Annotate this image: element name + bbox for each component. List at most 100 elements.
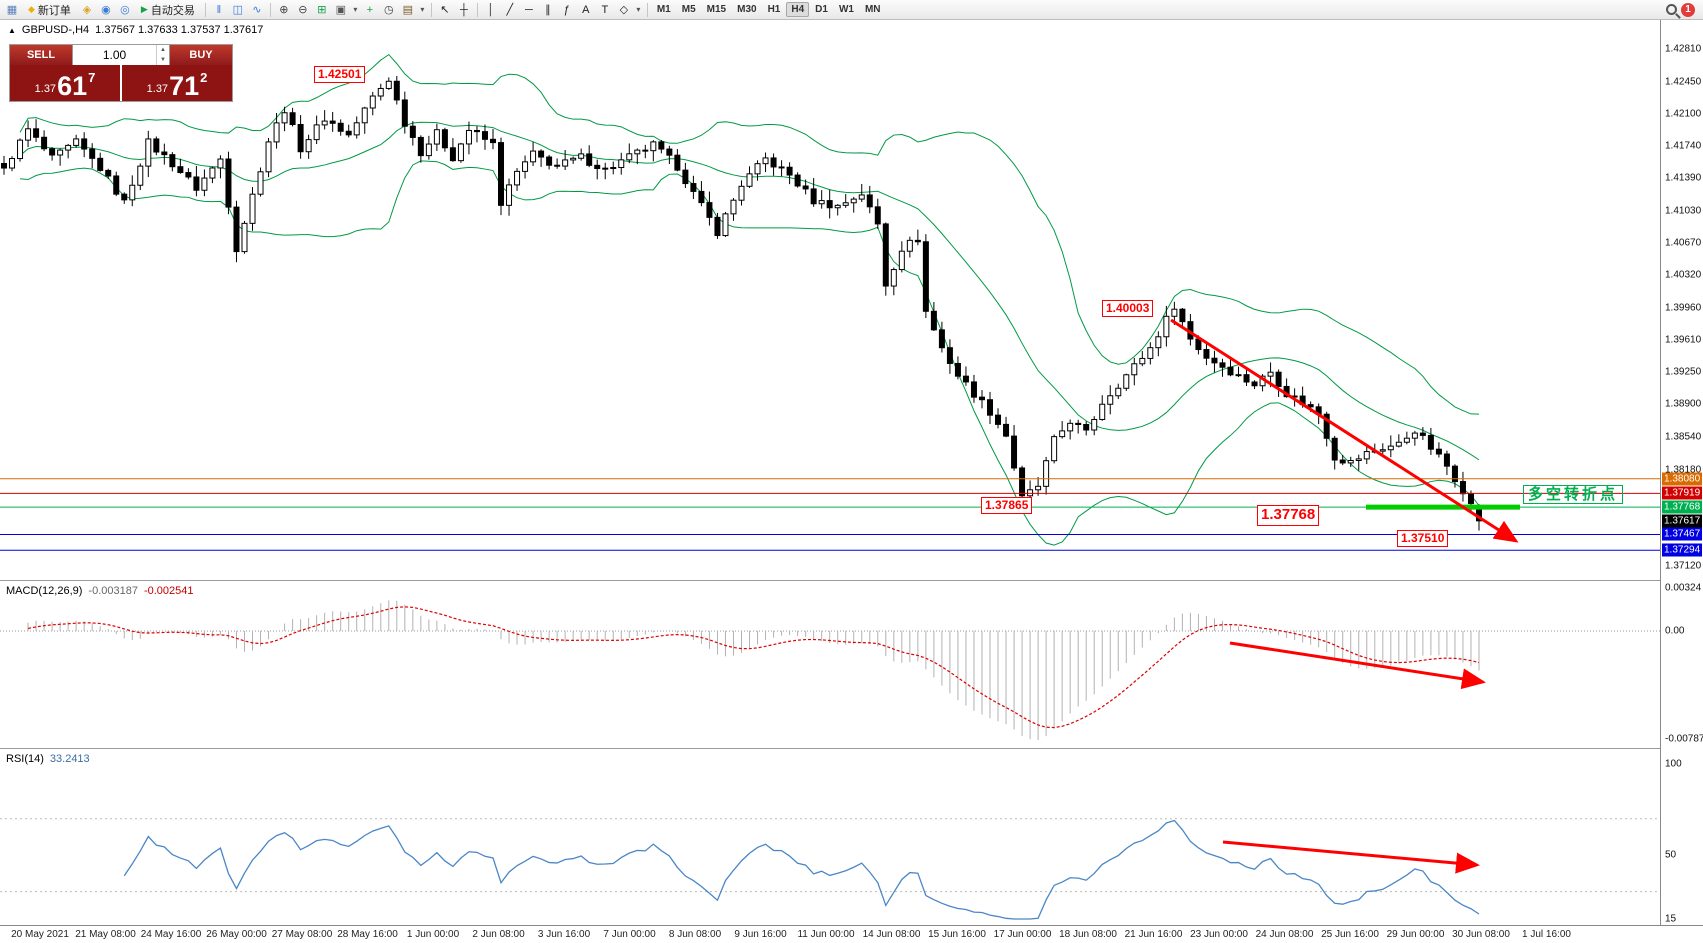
volume-up-button[interactable]: ▲ — [160, 47, 166, 53]
text-icon[interactable]: A — [582, 3, 590, 16]
time-label: 11 Jun 00:00 — [797, 929, 855, 940]
volume-input[interactable] — [73, 45, 156, 65]
trend-arrow[interactable] — [1229, 641, 1486, 690]
price-scale[interactable]: 1.42810 1.42450 1.42100 1.41740 1.41390 1.410… — [1660, 20, 1703, 925]
macd-value-main: -0.003187 — [88, 585, 138, 597]
timeframe-button-h4[interactable]: H4 — [786, 2, 810, 17]
periods-icon[interactable]: ◷ — [384, 4, 394, 16]
one-click-prices-row: 1.37 61 7 1.37 71 2 — [10, 65, 232, 101]
buy-price-prefix: 1.37 — [146, 83, 169, 95]
price-tick: 1.38540 — [1665, 431, 1702, 443]
time-label: 9 Jun 16:00 — [734, 929, 787, 940]
timeframe-button-m5[interactable]: M5 — [681, 4, 696, 15]
timeframe-button-w1[interactable]: W1 — [838, 4, 854, 15]
time-label: 3 Jun 16:00 — [537, 929, 591, 940]
dropdown-caret-icon[interactable]: ▾ — [353, 5, 358, 14]
chart-symbol-period: GBPUSD-,H4 — [21, 24, 90, 36]
zoom-out-icon[interactable]: ⊖ — [298, 4, 308, 16]
price-tick: 1.39250 — [1665, 366, 1702, 378]
sell-button[interactable]: SELL — [10, 45, 72, 65]
macd-scale-tick: -0.007879 — [1665, 733, 1703, 745]
price-tick: 1.41030 — [1665, 205, 1702, 217]
time-label: 27 May 08:00 — [271, 929, 333, 940]
cascade-windows-icon[interactable]: ▣ — [335, 4, 347, 16]
buy-button[interactable]: BUY — [170, 45, 232, 65]
channel-icon[interactable]: ∥ — [545, 4, 551, 16]
macd-value-signal: -0.002541 — [143, 585, 194, 597]
dropdown-caret-icon[interactable]: ▾ — [420, 5, 425, 14]
autotrading-button-label: 自动交易 — [150, 4, 195, 17]
navigator-icon[interactable]: ◎ — [120, 4, 130, 16]
rsi-scale-tick: 100 — [1665, 758, 1682, 770]
new-order-button[interactable]: ◆ 新订单 — [22, 2, 77, 18]
fibonacci-icon[interactable]: ƒ — [563, 3, 570, 16]
price-tick: 1.37120 — [1665, 560, 1702, 572]
turning-point-note[interactable]: 多空转折点 — [1523, 485, 1624, 504]
price-annotation[interactable]: 1.37510 — [1397, 530, 1449, 547]
metaeditor-icon[interactable]: ◈ — [82, 4, 92, 16]
shapes-icon[interactable]: ◇ — [619, 4, 629, 16]
trend-arrow[interactable] — [1170, 318, 1519, 543]
crosshair-icon[interactable]: ┼ — [459, 3, 468, 16]
chart-annotations — [1170, 318, 1519, 874]
time-label: 1 Jul 16:00 — [1522, 929, 1571, 940]
timeframe-button-m1[interactable]: M1 — [656, 4, 671, 15]
rsi-value: 33.2413 — [49, 753, 90, 765]
market-watch-icon[interactable]: ◉ — [101, 4, 111, 16]
macd-label: MACD(12,26,9) -0.003187 -0.002541 — [6, 585, 194, 597]
time-label: 21 May 08:00 — [75, 929, 136, 940]
chart-window-icon[interactable]: ▦ — [6, 4, 18, 16]
time-label: 7 Jun 00:00 — [603, 929, 656, 940]
price-annotation[interactable]: 1.37865 — [981, 497, 1033, 514]
label-icon[interactable]: T — [601, 3, 609, 16]
candles-icon[interactable]: ◫ — [232, 4, 244, 16]
tile-windows-icon[interactable]: ⊞ — [317, 4, 327, 16]
time-label: 14 Jun 08:00 — [862, 929, 921, 940]
timeframe-button-mn[interactable]: MN — [864, 4, 881, 15]
sell-price-sup: 7 — [88, 70, 96, 85]
time-label: 24 May 16:00 — [140, 929, 202, 940]
search-glass — [1665, 4, 1677, 15]
toolbar-separator — [269, 2, 271, 17]
support-bar[interactable] — [1366, 504, 1520, 510]
rsi-label: RSI(14) 33.2413 — [6, 753, 90, 765]
price-annotation[interactable]: 1.40003 — [1102, 300, 1154, 317]
horizontal-line-icon[interactable]: ─ — [524, 3, 533, 16]
templates-icon[interactable]: ▤ — [402, 4, 414, 16]
price-tick: 1.42450 — [1665, 76, 1702, 88]
dropdown-caret-icon[interactable]: ▾ — [636, 5, 641, 14]
rsi-pane — [0, 818, 1660, 920]
zoom-in-icon[interactable]: ⊕ — [279, 4, 289, 16]
vertical-line-icon[interactable]: │ — [487, 3, 495, 16]
price-tag-1.37768: 1.37768 — [1662, 500, 1702, 514]
chart-ohlc-title: ▲ GBPUSD-,H4 1.37567 1.37633 1.37537 1.3… — [8, 24, 263, 36]
notification-badge[interactable]: 1 — [1681, 2, 1695, 17]
price-annotation[interactable]: 1.37768 — [1257, 505, 1320, 526]
trend-arrow[interactable] — [1222, 840, 1480, 874]
trendline-icon[interactable]: ╱ — [506, 4, 514, 16]
timeframe-button-h1[interactable]: H1 — [767, 4, 781, 15]
time-label: 29 Jun 00:00 — [1386, 929, 1445, 940]
price-annotation[interactable]: 1.42501 — [314, 66, 366, 83]
timeframe-button-m15[interactable]: M15 — [706, 4, 727, 15]
price-tag-1.37467: 1.37467 — [1662, 527, 1702, 541]
line-chart-icon[interactable]: ∿ — [252, 4, 262, 16]
timeframe-button-d1[interactable]: D1 — [815, 4, 828, 15]
timeframe-button-m30[interactable]: M30 — [737, 4, 757, 15]
chart-title-icon: ▲ — [8, 25, 16, 35]
time-axis[interactable]: 20 May 2021 21 May 08:00 24 May 16:00 26 Ma… — [0, 925, 1703, 943]
volume-down-button[interactable]: ▼ — [160, 57, 166, 63]
autotrading-button-icon: ▶ — [140, 4, 148, 14]
search-icon[interactable] — [1662, 2, 1680, 18]
indicators-icon[interactable]: + — [366, 3, 374, 16]
price-tick: 1.42810 — [1665, 43, 1702, 55]
price-tick: 1.39960 — [1665, 302, 1702, 314]
sell-price-display[interactable]: 1.37 61 7 — [10, 65, 122, 101]
autotrading-button[interactable]: ▶ 自动交易 — [135, 2, 201, 18]
bollinger-bands — [19, 53, 1480, 546]
price-tick: 1.41740 — [1665, 140, 1702, 152]
cursor-icon[interactable]: ↖ — [440, 4, 450, 16]
buy-price-display[interactable]: 1.37 71 2 — [122, 65, 232, 101]
bars-icon[interactable]: ‖ — [216, 3, 222, 16]
